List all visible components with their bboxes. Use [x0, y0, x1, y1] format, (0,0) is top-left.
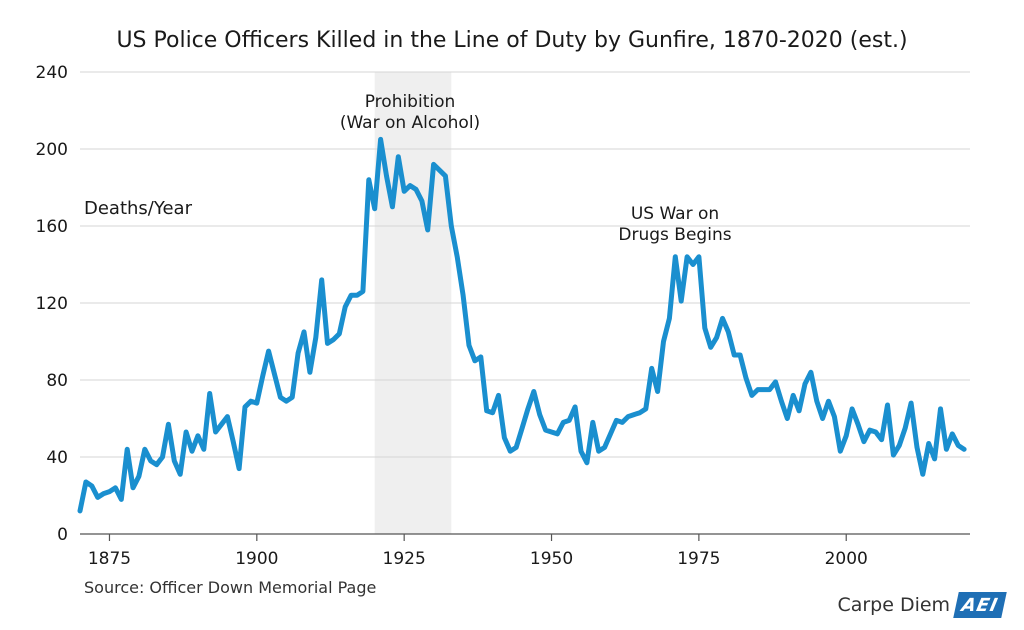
chart-title: US Police Officers Killed in the Line of…	[116, 28, 908, 53]
x-tick-label: 2000	[825, 549, 868, 569]
annotation-prohibition: Prohibition (War on Alcohol)	[310, 92, 510, 134]
y-axis-label: Deaths/Year	[84, 198, 192, 219]
x-tick-label: 1925	[383, 549, 426, 569]
x-tick-label: 1875	[88, 549, 131, 569]
annotation-war-on-drugs-line1: US War on	[630, 204, 720, 224]
y-tick-label: 240	[36, 63, 68, 83]
x-tick-label: 1975	[677, 549, 720, 569]
brand-text: Carpe Diem	[837, 594, 951, 616]
aei-logo: AEI	[953, 592, 1007, 618]
annotation-war-on-drugs: US War on Drugs Begins	[575, 204, 775, 246]
y-tick-label: 80	[46, 371, 68, 391]
y-tick-label: 0	[57, 525, 68, 545]
annotation-prohibition-line1: Prohibition	[364, 92, 456, 112]
y-tick-label: 120	[36, 294, 68, 314]
y-tick-label: 200	[36, 140, 68, 160]
x-tick-label: 1950	[530, 549, 573, 569]
annotation-war-on-drugs-line2: Drugs Begins	[618, 225, 732, 245]
annotation-prohibition-line2: (War on Alcohol)	[339, 113, 481, 133]
x-tick-label: 1900	[235, 549, 278, 569]
brand: Carpe Diem AEI	[837, 588, 1007, 622]
series-line-0	[77, 136, 967, 514]
source-note: Source: Officer Down Memorial Page	[84, 578, 377, 597]
y-tick-label: 160	[36, 217, 68, 237]
y-tick-label: 40	[46, 448, 68, 468]
